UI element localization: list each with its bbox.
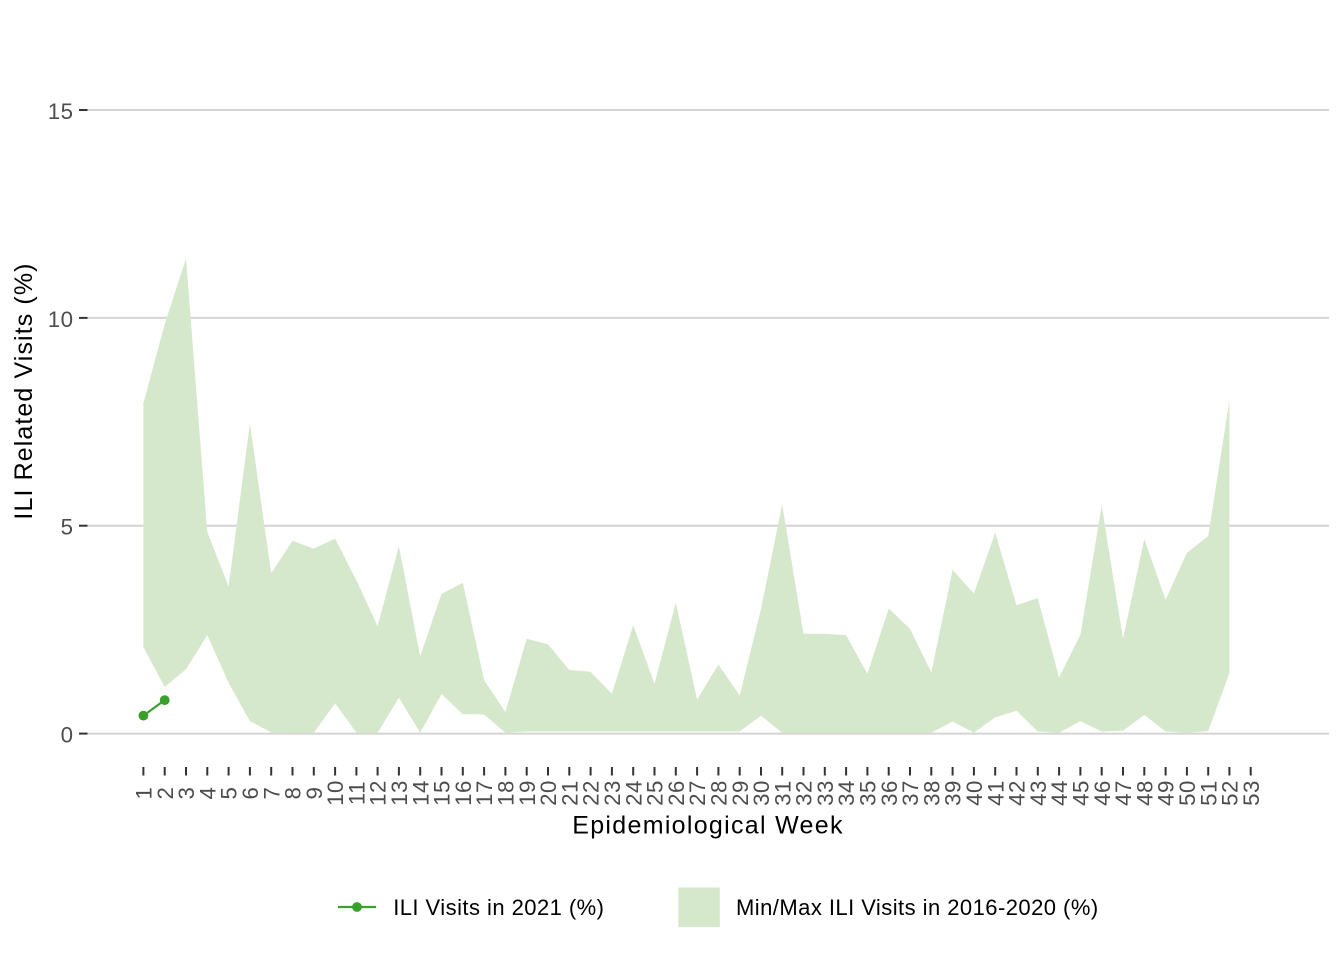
svg-text:16: 16	[451, 780, 476, 806]
svg-text:15: 15	[48, 99, 74, 124]
svg-text:31: 31	[770, 780, 795, 806]
svg-text:47: 47	[1111, 780, 1136, 806]
svg-text:10: 10	[323, 780, 348, 806]
svg-text:44: 44	[1047, 780, 1072, 806]
svg-text:23: 23	[600, 780, 625, 806]
svg-text:41: 41	[983, 780, 1008, 806]
svg-text:20: 20	[536, 780, 561, 806]
svg-text:27: 27	[685, 780, 710, 806]
svg-text:3: 3	[174, 787, 199, 800]
svg-text:46: 46	[1090, 780, 1115, 806]
svg-text:28: 28	[707, 780, 732, 806]
svg-text:14: 14	[408, 780, 433, 806]
svg-text:9: 9	[302, 787, 327, 800]
svg-text:22: 22	[579, 780, 604, 806]
svg-text:49: 49	[1154, 780, 1179, 806]
svg-text:4: 4	[195, 787, 220, 800]
svg-text:37: 37	[898, 780, 923, 806]
svg-text:32: 32	[792, 780, 817, 806]
svg-text:0: 0	[61, 723, 74, 748]
svg-text:36: 36	[877, 780, 902, 806]
svg-text:7: 7	[259, 787, 284, 800]
svg-text:13: 13	[387, 780, 412, 806]
svg-text:18: 18	[494, 780, 519, 806]
svg-text:21: 21	[557, 780, 582, 806]
svg-text:33: 33	[813, 780, 838, 806]
svg-text:39: 39	[941, 780, 966, 806]
svg-text:15: 15	[430, 780, 455, 806]
svg-text:24: 24	[621, 780, 646, 806]
svg-text:ILI Visits in 2021 (%): ILI Visits in 2021 (%)	[393, 895, 604, 920]
svg-text:53: 53	[1239, 780, 1264, 806]
svg-text:1: 1	[132, 787, 157, 800]
svg-text:25: 25	[643, 780, 668, 806]
svg-text:29: 29	[728, 780, 753, 806]
svg-text:42: 42	[1005, 780, 1030, 806]
svg-text:11: 11	[345, 781, 370, 805]
svg-text:38: 38	[919, 780, 944, 806]
svg-text:ILI Related Visits (%): ILI Related Visits (%)	[10, 262, 38, 519]
svg-text:10: 10	[48, 307, 74, 332]
svg-text:26: 26	[664, 780, 689, 806]
svg-text:48: 48	[1132, 780, 1157, 806]
svg-text:34: 34	[834, 780, 859, 806]
svg-text:51: 51	[1196, 780, 1221, 806]
svg-text:19: 19	[515, 780, 540, 806]
svg-text:8: 8	[281, 787, 306, 800]
svg-text:5: 5	[217, 787, 242, 800]
svg-text:12: 12	[366, 780, 391, 806]
svg-text:40: 40	[962, 780, 987, 806]
svg-text:2: 2	[153, 787, 178, 800]
svg-text:50: 50	[1175, 780, 1200, 806]
svg-text:30: 30	[749, 780, 774, 806]
svg-text:6: 6	[238, 787, 263, 800]
svg-text:43: 43	[1026, 780, 1051, 806]
svg-text:5: 5	[61, 515, 74, 540]
svg-text:Epidemiological Week: Epidemiological Week	[572, 811, 844, 839]
svg-text:52: 52	[1218, 780, 1243, 806]
svg-text:Min/Max ILI Visits in 2016-202: Min/Max ILI Visits in 2016-2020 (%)	[736, 895, 1099, 920]
svg-text:45: 45	[1069, 780, 1094, 806]
svg-text:17: 17	[472, 780, 497, 806]
svg-text:35: 35	[856, 780, 881, 806]
